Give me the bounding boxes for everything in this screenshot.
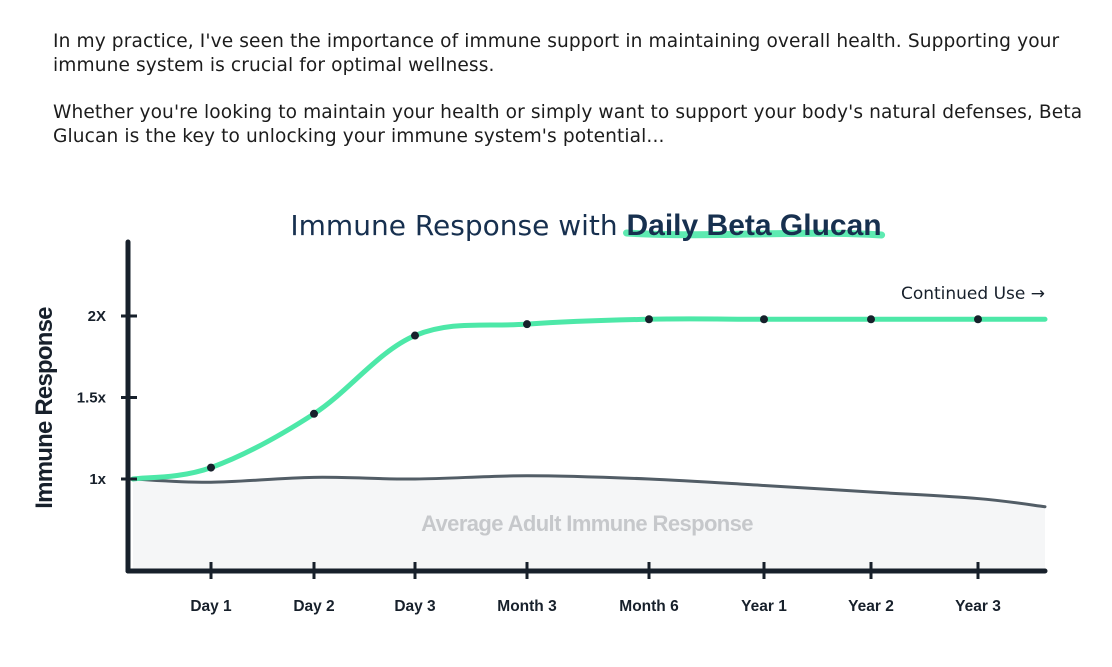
chart-title-emphasis: Daily Beta Glucan	[627, 209, 882, 242]
y-axis-label: Immune Response	[31, 307, 58, 509]
chart-title: Immune Response with Daily Beta Glucan	[290, 209, 881, 242]
y-tick-label: 1x	[89, 471, 106, 488]
x-tick-label: Month 3	[497, 598, 557, 615]
chart-title-prefix: Immune Response with	[290, 209, 626, 242]
x-tick-label: Day 2	[293, 598, 334, 615]
x-tick-label: Month 6	[619, 598, 679, 615]
title-highlight-underline	[623, 229, 886, 239]
series-line-average-adult	[131, 474, 1047, 509]
continued-use-annotation: Continued Use →	[901, 284, 1045, 304]
data-point-beta-glucan	[411, 331, 419, 340]
x-tick-label: Day 3	[394, 598, 436, 615]
x-tick-label: Year 3	[955, 598, 1001, 615]
x-tick-label: Year 1	[741, 598, 787, 615]
y-tick-label: 1.5x	[77, 390, 107, 407]
data-point-beta-glucan	[207, 463, 215, 472]
data-point-beta-glucan	[310, 409, 318, 418]
data-point-beta-glucan	[645, 315, 653, 324]
baseline-area	[133, 475, 1045, 571]
intro-paragraph-2: Whether you're looking to maintain your …	[53, 102, 1083, 147]
y-tick-label: 2X	[88, 308, 106, 325]
intro-paragraph-1: In my practice, I've seen the importance…	[53, 31, 1060, 76]
intro-text: In my practice, I've seen the importance…	[53, 30, 1093, 172]
data-point-beta-glucan	[523, 320, 531, 329]
data-point-beta-glucan	[867, 315, 875, 324]
data-point-beta-glucan	[760, 315, 768, 324]
data-point-beta-glucan	[974, 315, 982, 324]
x-tick-label: Day 1	[190, 598, 232, 615]
area-label: Average Adult Immune Response	[421, 511, 753, 536]
series-line-beta-glucan	[130, 316, 1048, 482]
x-tick-label: Year 2	[848, 598, 894, 615]
